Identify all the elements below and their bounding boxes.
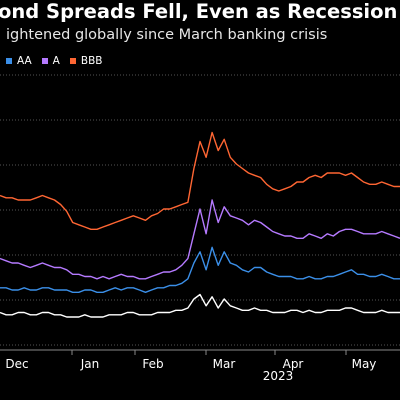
series-line-a	[0, 199, 400, 280]
legend-label-bbb: BBB	[80, 55, 103, 67]
legend-item-a: A	[41, 55, 60, 67]
series-line-bbb	[0, 131, 400, 231]
chart-legend: AA A BBB	[6, 55, 102, 67]
legend-swatch-a	[41, 58, 48, 64]
x-tick-label-mar: Mar	[213, 357, 236, 371]
x-axis-year-label: 2023	[263, 369, 294, 383]
chart-subtitle: ightened globally since March banking cr…	[6, 27, 328, 43]
legend-label-aa: AA	[17, 55, 32, 67]
legend-swatch-bbb	[69, 58, 76, 64]
legend-item-aa: AA	[6, 55, 32, 67]
legend-item-bbb: BBB	[69, 55, 103, 67]
x-tick-label-dec: Dec	[5, 357, 28, 371]
chart-title: ond Spreads Fell, Even as Recession	[0, 0, 398, 23]
series-line-aa	[0, 246, 400, 293]
x-tick-label-jan: Jan	[80, 357, 100, 371]
x-tick-label-feb: Feb	[142, 357, 163, 371]
legend-label-a: A	[52, 55, 60, 67]
series-line-unlabeled	[0, 293, 400, 318]
x-tick-label-apr: Apr	[283, 357, 304, 371]
legend-swatch-aa	[6, 58, 12, 64]
x-tick-label-may: May	[352, 357, 377, 371]
